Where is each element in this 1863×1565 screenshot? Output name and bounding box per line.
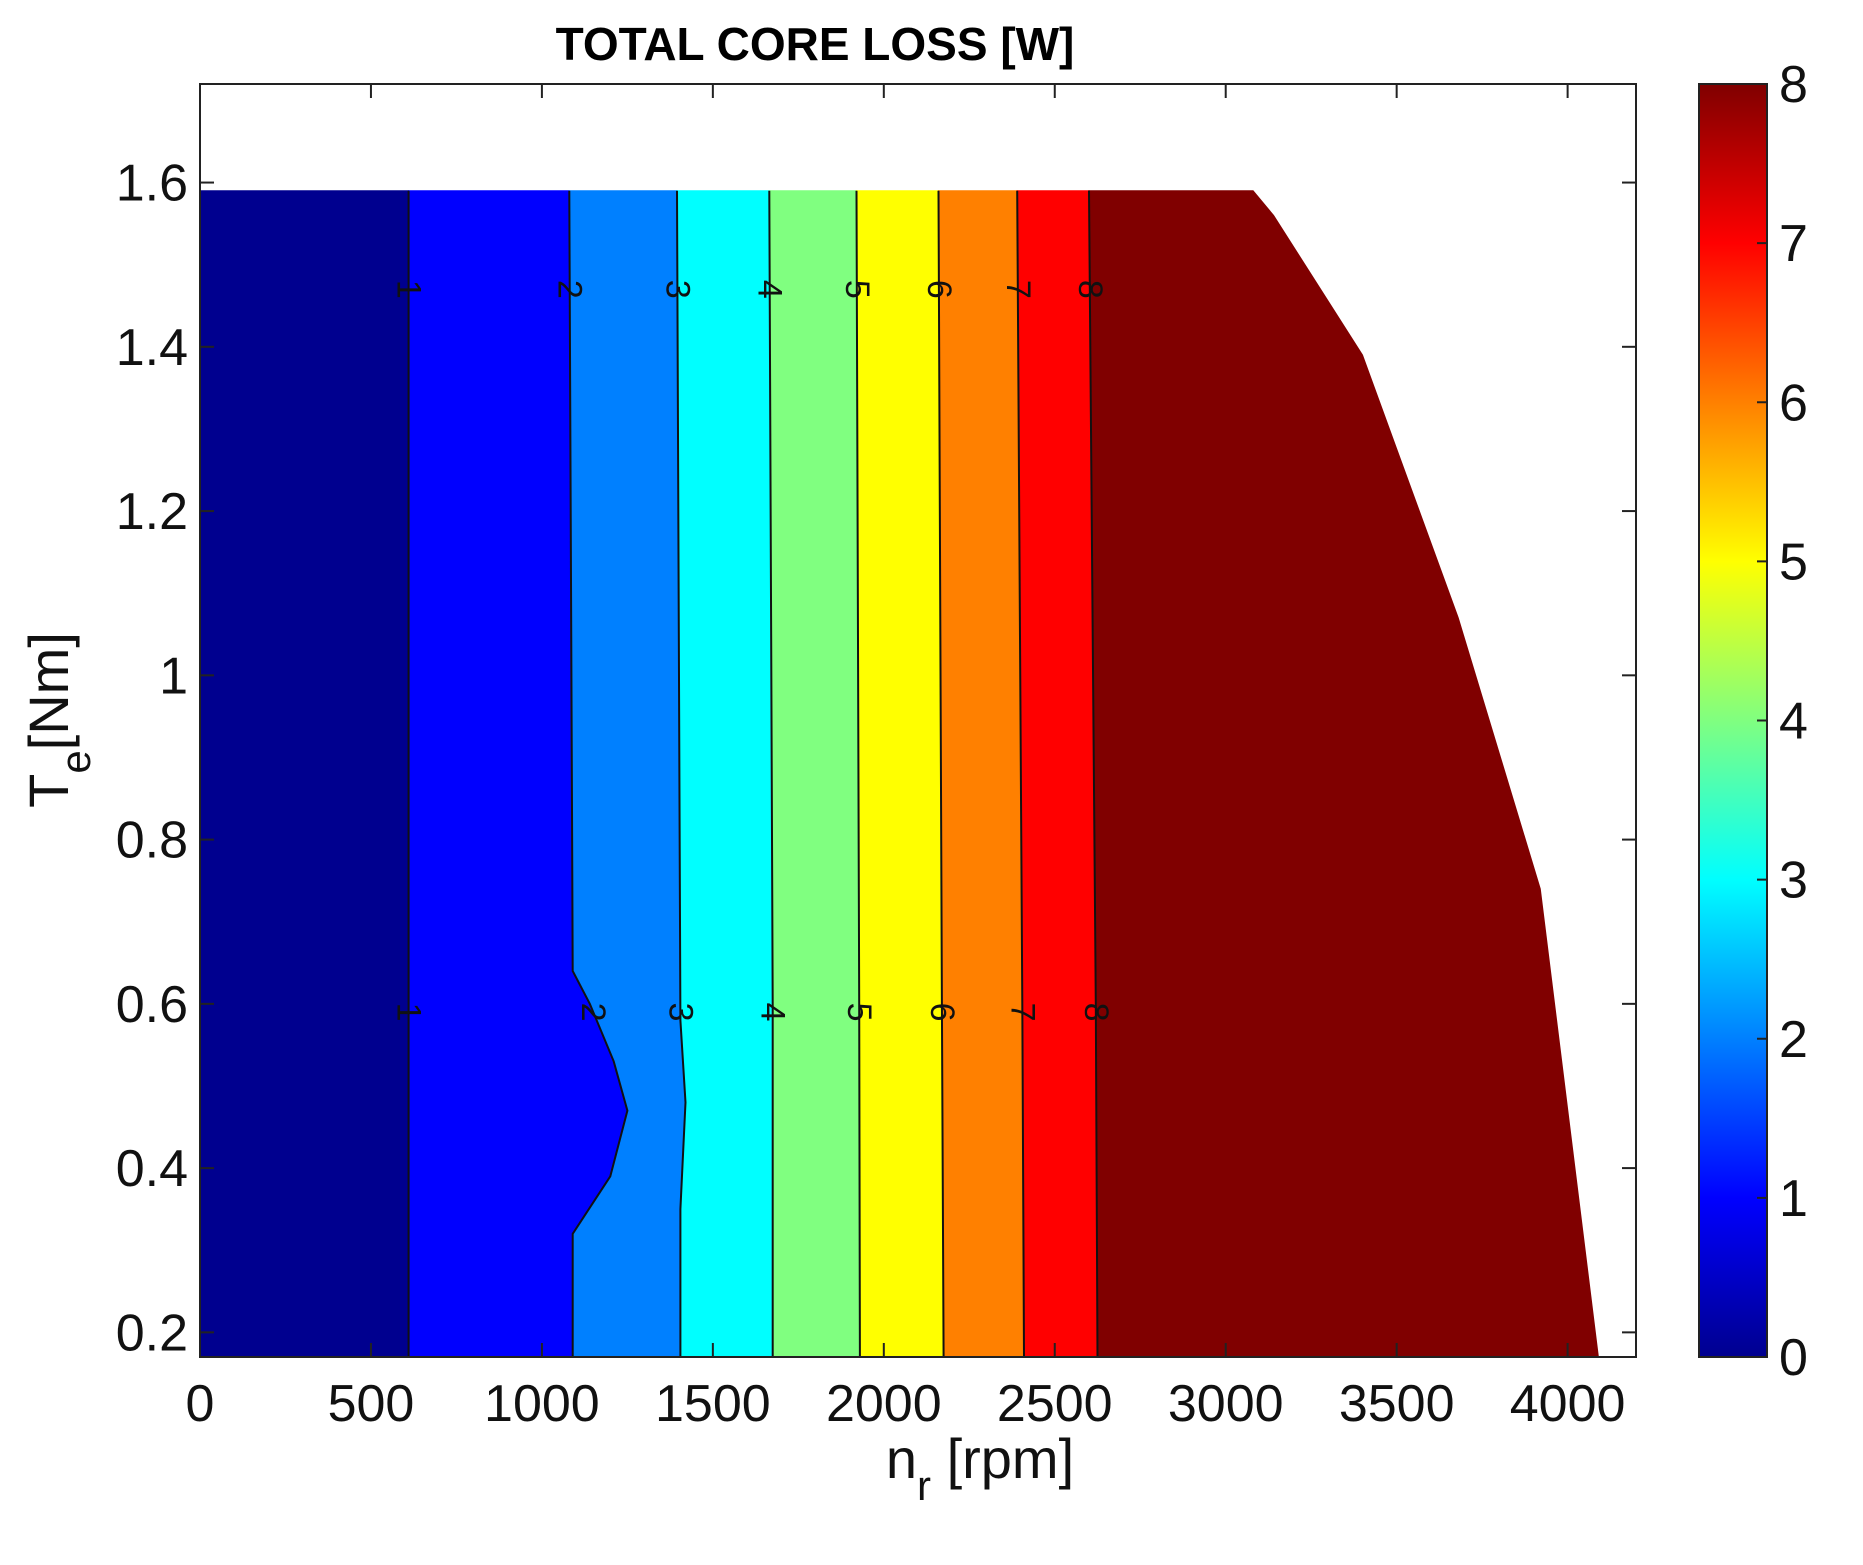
contour-line-6 — [937, 190, 945, 1358]
y-tick-label-0.2: 0.2 — [116, 1304, 188, 1362]
y-tick-label-1.6: 1.6 — [116, 155, 188, 213]
contour-label-4-1: 4 — [754, 1003, 792, 1022]
contour-label-4-0: 4 — [751, 280, 789, 299]
plot-area: 1 1 2 2 3 3 4 4 5 5 6 6 7 7 8 8 — [199, 190, 1599, 1358]
contour-line-4 — [768, 190, 774, 1357]
contour-line-8 — [1088, 190, 1099, 1358]
band->8 — [1088, 190, 1599, 1358]
x-tick-label-1500: 1500 — [655, 1375, 771, 1433]
colorbar-tick-label-1: 1 — [1779, 1170, 1808, 1228]
contour-label-7-1: 7 — [1003, 1003, 1041, 1022]
y-tick-label-0.6: 0.6 — [116, 976, 188, 1034]
contour-label-6-1: 6 — [923, 1003, 961, 1022]
x-tick-label-4000: 4000 — [1510, 1375, 1626, 1433]
band-3-4 — [676, 190, 774, 1358]
contour-label-2-0: 2 — [551, 280, 589, 299]
contour-line-5 — [855, 190, 861, 1358]
band-4-5 — [768, 190, 861, 1358]
colorbar-tick-label-0: 0 — [1779, 1329, 1808, 1387]
y-axis-label: Te[Nm] — [17, 632, 99, 808]
y-tick-label-0.4: 0.4 — [116, 1140, 188, 1198]
contour-label-6-0: 6 — [920, 280, 958, 299]
band-6-7 — [938, 190, 1025, 1358]
contour-label-1-0: 1 — [390, 280, 428, 299]
colorbar-tick-label-3: 3 — [1779, 852, 1808, 910]
colorbar-tick-label-5: 5 — [1779, 533, 1808, 591]
contour-label-5-0: 5 — [838, 280, 876, 299]
band-7-8 — [1016, 190, 1099, 1358]
band-5-6 — [855, 190, 945, 1358]
x-tick-label-500: 500 — [328, 1375, 415, 1433]
y-tick-label-1: 1 — [159, 647, 188, 705]
plot-frame — [199, 83, 1637, 1358]
colorbar: 0 1 2 3 4 5 6 7 8 — [1698, 56, 1808, 1387]
contour-label-2-1: 2 — [574, 1003, 612, 1022]
colorbar-tick-label-7: 7 — [1779, 215, 1808, 273]
contour-line-7 — [1016, 190, 1025, 1358]
colorbar-tick-label-2: 2 — [1779, 1011, 1808, 1069]
x-tick-label-2500: 2500 — [997, 1375, 1113, 1433]
axes: 0 500 1000 1500 2000 2500 3000 3500 4000 0.2 0.4 0.… — [17, 83, 1637, 1509]
contour-label-8-0: 8 — [1071, 280, 1109, 299]
colorbar-tick-label-4: 4 — [1779, 693, 1808, 751]
contour-line-3 — [676, 190, 687, 1357]
x-tick-label-3500: 3500 — [1339, 1375, 1455, 1433]
contour-label-5-1: 5 — [840, 1003, 878, 1022]
x-axis-label: nr [rpm] — [886, 1427, 1074, 1509]
x-tick-label-1000: 1000 — [484, 1375, 600, 1433]
y-tick-label-1.2: 1.2 — [116, 483, 188, 541]
contour-label-3-1: 3 — [661, 1003, 699, 1022]
contour-line-2 — [568, 190, 629, 1357]
band-0-1 — [199, 190, 410, 1358]
x-tick-label-3000: 3000 — [1168, 1375, 1284, 1433]
contour-label-8-1: 8 — [1077, 1003, 1115, 1022]
y-tick-label-1.4: 1.4 — [116, 319, 188, 377]
colorbar-tick-label-6: 6 — [1779, 374, 1808, 432]
contour-label-7-0: 7 — [999, 280, 1037, 299]
contour-label-3-0: 3 — [658, 280, 696, 299]
colorbar-gradient — [1698, 83, 1768, 1358]
y-tick-label-0.8: 0.8 — [116, 812, 188, 870]
x-tick-label-2000: 2000 — [826, 1375, 942, 1433]
chart-title: TOTAL CORE LOSS [W] — [556, 18, 1075, 70]
colorbar-tick-label-8: 8 — [1779, 56, 1808, 114]
contour-label-1-1: 1 — [390, 1003, 428, 1022]
x-tick-label-0: 0 — [186, 1375, 215, 1433]
